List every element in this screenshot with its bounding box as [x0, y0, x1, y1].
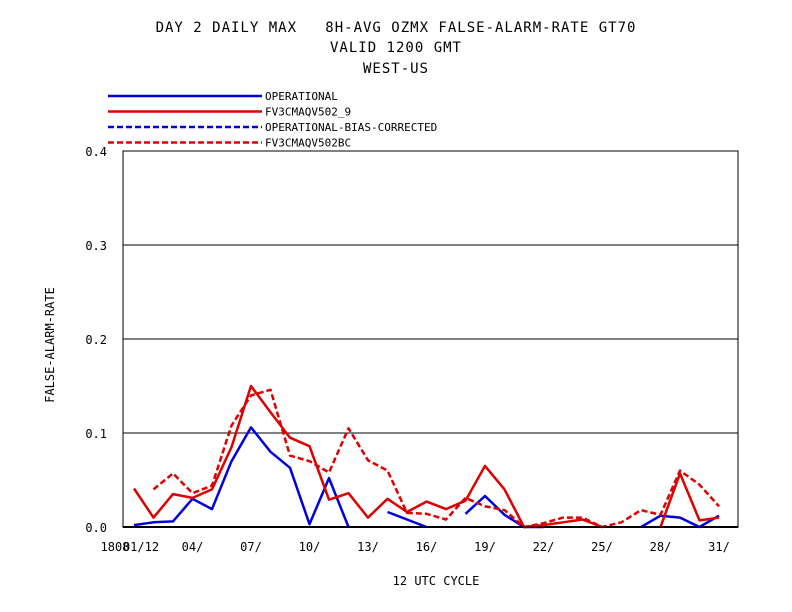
- x-tick-label: 07/: [240, 540, 262, 554]
- legend-label: FV3CMAQV502_9: [265, 106, 351, 119]
- x-tick-label: 25/: [591, 540, 613, 554]
- x-tick-label: 19/: [474, 540, 496, 554]
- x-tick-label: 04/: [182, 540, 204, 554]
- y-tick-label: 0.4: [85, 145, 107, 159]
- series-layer: [132, 384, 720, 529]
- y-axis-label: FALSE-ALARM-RATE: [43, 287, 57, 403]
- x-tick-label: 10/: [299, 540, 321, 554]
- y-tick-label: 0.1: [85, 427, 107, 441]
- series-line-0: [133, 426, 350, 528]
- x-tick-label: 31/: [708, 540, 730, 554]
- legend: OPERATIONAL FV3CMAQV502_9 OPERATIONAL-BIAS…: [108, 90, 437, 150]
- chart-title: DAY 2 DAILY MAX 8H-AVG OZMX FALSE-ALARM-…: [155, 20, 637, 36]
- legend-label: OPERATIONAL: [265, 90, 338, 103]
- series-line-0: [640, 514, 720, 529]
- y-tick-label: 0.0: [85, 521, 107, 535]
- chart-region: WEST-US: [362, 61, 429, 77]
- x-tick-label: 13/: [357, 540, 379, 554]
- series-line-3: [152, 388, 720, 529]
- x-tick-label: 28/: [650, 540, 672, 554]
- x-tick-label: 1808: [101, 540, 130, 554]
- y-tick-label: 0.2: [85, 333, 107, 347]
- x-tick-label: 16/: [416, 540, 438, 554]
- y-tick-label: 0.3: [85, 239, 107, 253]
- series-line-1: [659, 472, 720, 528]
- chart-subtitle: VALID 1200 GMT: [329, 40, 462, 56]
- y-tick-labels: 0.0 0.1 0.2 0.3 0.4: [85, 145, 107, 535]
- series-line-0: [387, 510, 427, 529]
- plot-frame: [122, 150, 739, 528]
- x-tick-label: 22/: [533, 540, 555, 554]
- legend-label: FV3CMAQV502BC: [265, 137, 351, 150]
- x-axis-label: 12 UTC CYCLE: [393, 574, 480, 588]
- x-tick-label: 01/12: [123, 540, 159, 554]
- legend-label: OPERATIONAL-BIAS-CORRECTED: [265, 121, 437, 134]
